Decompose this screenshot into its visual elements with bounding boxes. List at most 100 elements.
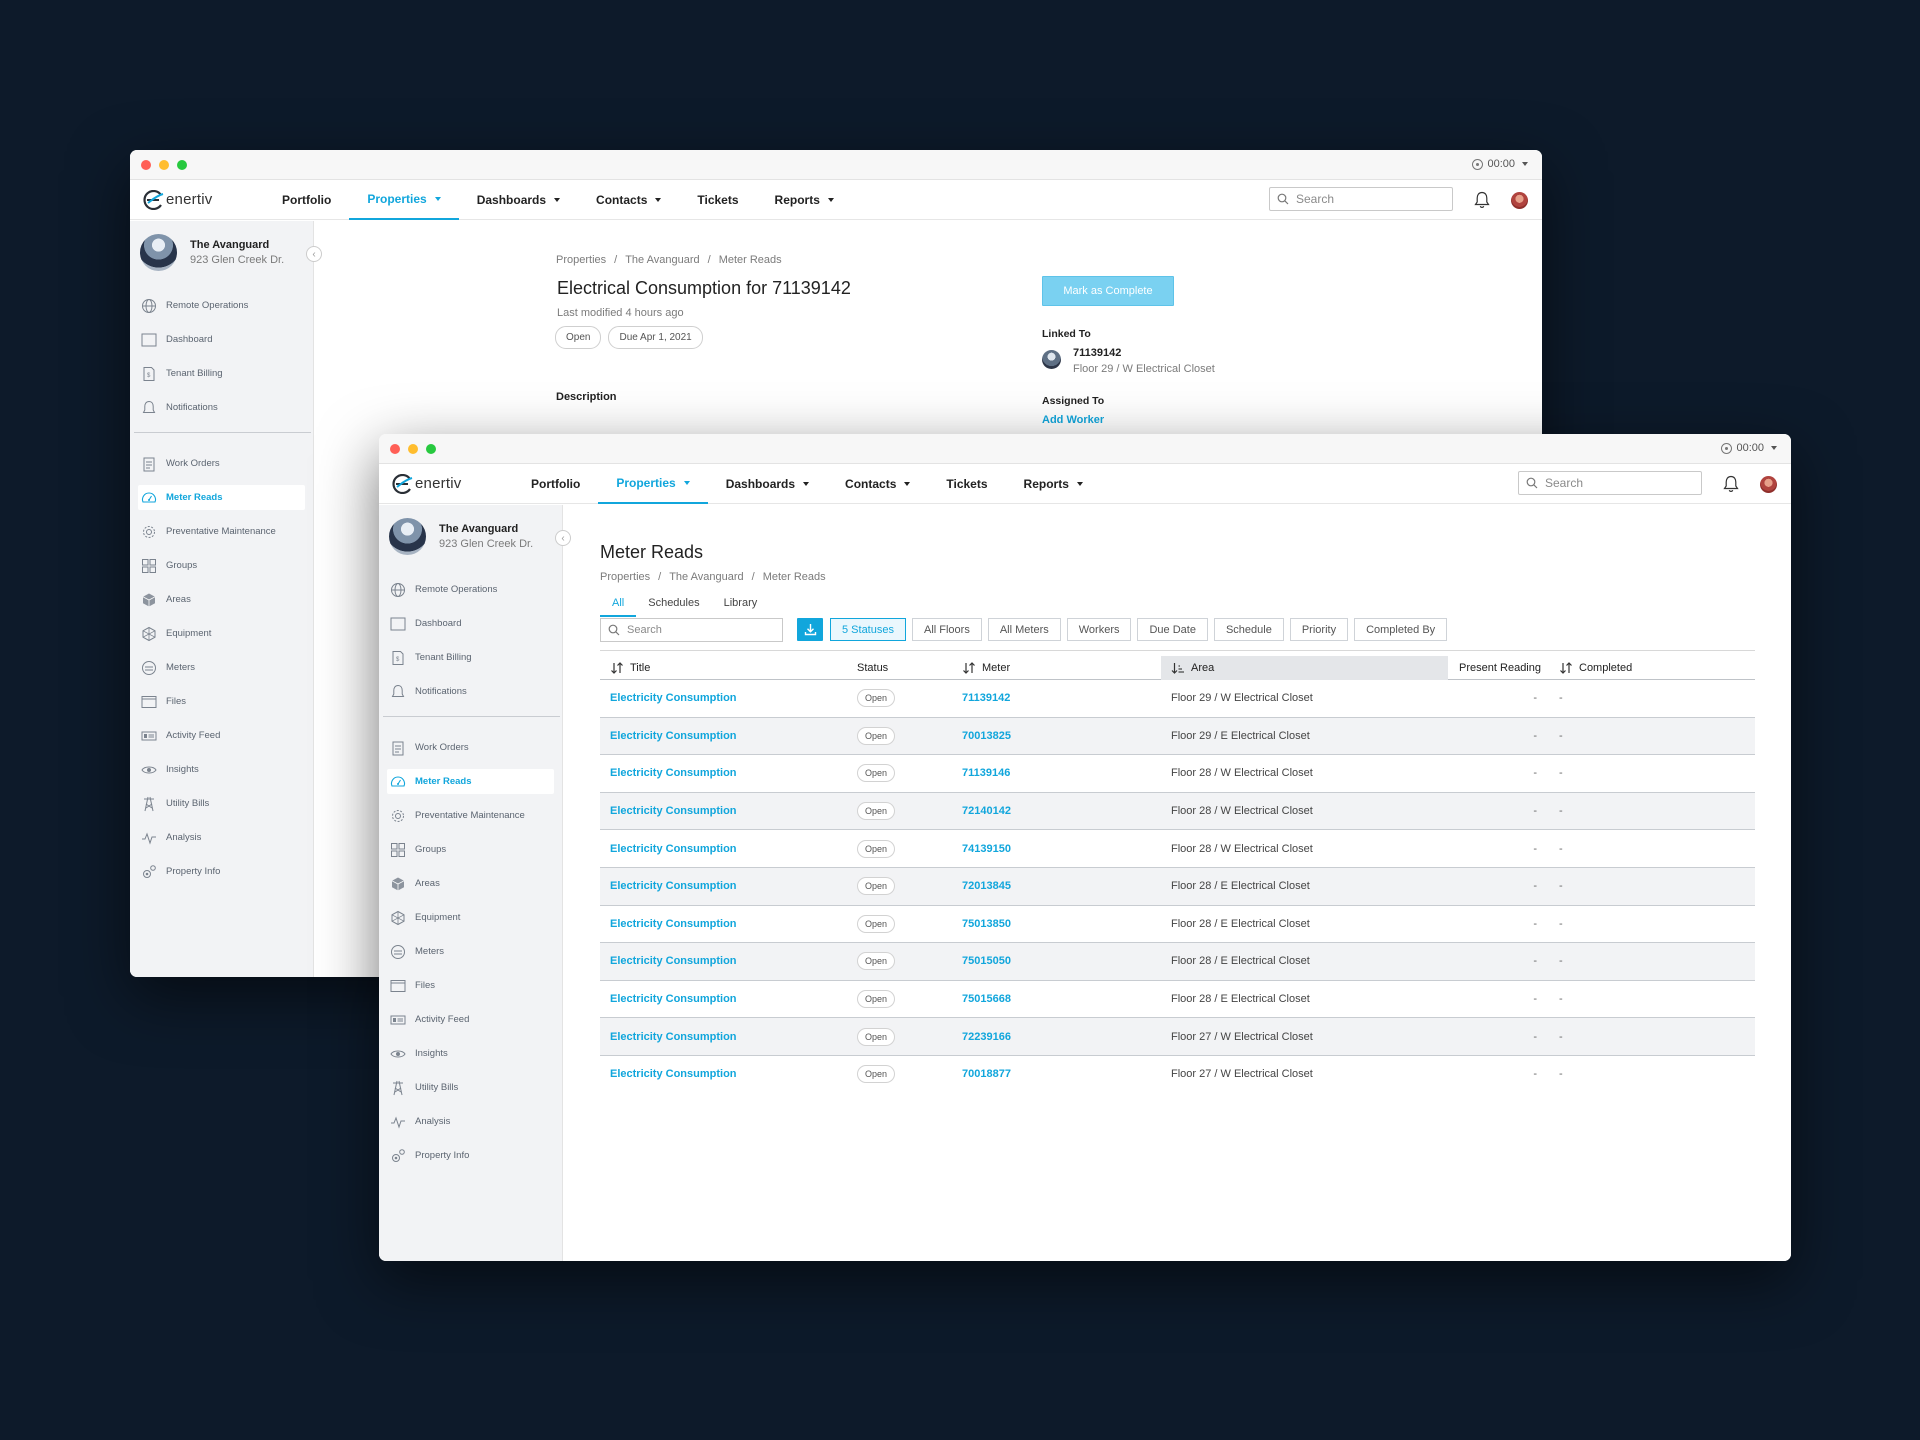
search-input[interactable] xyxy=(627,623,767,636)
filter-statuses[interactable]: 5 Statuses xyxy=(830,618,906,641)
nav-dashboards[interactable]: Dashboards xyxy=(708,464,827,504)
due-date-badge[interactable]: Due Apr 1, 2021 xyxy=(608,326,703,349)
nav-reports[interactable]: Reports xyxy=(757,180,852,220)
sidebar-item-analysis[interactable]: Analysis xyxy=(138,825,305,850)
close-window-button[interactable] xyxy=(141,160,151,170)
sidebar-item-areas[interactable]: Areas xyxy=(138,587,305,612)
recorder-indicator[interactable]: 00:00 xyxy=(1472,158,1528,170)
filter-schedule[interactable]: Schedule xyxy=(1213,618,1284,641)
nav-contacts[interactable]: Contacts xyxy=(578,180,679,220)
meter-cell[interactable]: 70013825 xyxy=(962,729,1011,742)
sidebar-item-work-orders[interactable]: Work Orders xyxy=(387,735,554,760)
user-avatar[interactable] xyxy=(1760,476,1777,493)
filter-priority[interactable]: Priority xyxy=(1289,618,1349,641)
notifications-bell-icon[interactable] xyxy=(1474,191,1490,209)
nav-properties[interactable]: Properties xyxy=(349,180,459,220)
column-completed[interactable]: Completed xyxy=(1549,656,1755,680)
tab-library[interactable]: Library xyxy=(723,597,758,609)
sidebar-item-files[interactable]: Files xyxy=(138,689,305,714)
title-cell[interactable]: Electricity Consumption xyxy=(610,880,737,893)
user-avatar[interactable] xyxy=(1511,192,1528,209)
meter-cell[interactable]: 72239166 xyxy=(962,1030,1011,1043)
title-cell[interactable]: Electricity Consumption xyxy=(610,1068,737,1081)
breadcrumb-item[interactable]: Meter Reads xyxy=(762,571,826,583)
global-search[interactable] xyxy=(1269,187,1453,211)
minimize-window-button[interactable] xyxy=(159,160,169,170)
sidebar-item-dashboard[interactable]: Dashboard xyxy=(387,611,554,636)
sidebar-item-work-orders[interactable]: Work Orders xyxy=(138,451,305,476)
breadcrumb-item[interactable]: The Avanguard xyxy=(625,254,700,266)
column-status[interactable]: Status xyxy=(847,656,952,680)
meter-cell[interactable]: 72013845 xyxy=(962,880,1011,893)
table-row[interactable]: Electricity Consumption Open 75015050 Floor… xyxy=(600,943,1755,981)
table-row[interactable]: Electricity Consumption Open 75013850 Floor… xyxy=(600,906,1755,944)
sidebar-item-property-info[interactable]: Property Info xyxy=(387,1143,554,1168)
sidebar-item-equipment[interactable]: Equipment xyxy=(387,905,554,930)
title-cell[interactable]: Electricity Consumption xyxy=(610,767,737,780)
meter-cell[interactable]: 74139150 xyxy=(962,842,1011,855)
sidebar-item-property-info[interactable]: Property Info xyxy=(138,859,305,884)
sidebar-item-equipment[interactable]: Equipment xyxy=(138,621,305,646)
nav-portfolio[interactable]: Portfolio xyxy=(513,464,598,504)
title-cell[interactable]: Electricity Consumption xyxy=(610,917,737,930)
breadcrumb-item[interactable]: Properties xyxy=(600,571,651,583)
maximize-window-button[interactable] xyxy=(177,160,187,170)
meter-cell[interactable]: 71139142 xyxy=(962,692,1011,705)
sidebar-item-groups[interactable]: Groups xyxy=(387,837,554,862)
minimize-window-button[interactable] xyxy=(408,444,418,454)
title-cell[interactable]: Electricity Consumption xyxy=(610,842,737,855)
sidebar-item-meter-reads[interactable]: Meter Reads xyxy=(138,485,305,510)
nav-tickets[interactable]: Tickets xyxy=(679,180,756,220)
table-row[interactable]: Electricity Consumption Open 72239166 Floor… xyxy=(600,1018,1755,1056)
table-row[interactable]: Electricity Consumption Open 71139146 Floor… xyxy=(600,755,1755,793)
nav-tickets[interactable]: Tickets xyxy=(928,464,1005,504)
table-row[interactable]: Electricity Consumption Open 74139150 Floor… xyxy=(600,830,1755,868)
title-cell[interactable]: Electricity Consumption xyxy=(610,805,737,818)
sidebar-item-dashboard[interactable]: Dashboard xyxy=(138,327,305,352)
sidebar-item-meters[interactable]: Meters xyxy=(387,939,554,964)
breadcrumb-item[interactable]: Meter Reads xyxy=(718,254,782,266)
enertiv-logo[interactable]: enertiv xyxy=(391,473,503,494)
filter-workers[interactable]: Workers xyxy=(1066,618,1132,641)
close-window-button[interactable] xyxy=(390,444,400,454)
sidebar-item-meter-reads[interactable]: Meter Reads xyxy=(387,769,554,794)
maximize-window-button[interactable] xyxy=(426,444,436,454)
table-row[interactable]: Electricity Consumption Open 72140142 Floor… xyxy=(600,792,1755,831)
sidebar-item-areas[interactable]: Areas xyxy=(387,871,554,896)
collapse-sidebar-button[interactable]: ‹ xyxy=(555,530,571,546)
column-meter[interactable]: Meter xyxy=(952,656,1161,680)
sidebar-item-activity-feed[interactable]: Activity Feed xyxy=(138,723,305,748)
table-row[interactable]: Electricity Consumption Open 71139142 Floor… xyxy=(600,680,1755,718)
filter-floors[interactable]: All Floors xyxy=(911,618,982,641)
meter-cell[interactable]: 71139146 xyxy=(962,767,1011,780)
sidebar-item-groups[interactable]: Groups xyxy=(138,553,305,578)
breadcrumb-item[interactable]: Properties xyxy=(556,254,607,266)
nav-contacts[interactable]: Contacts xyxy=(827,464,928,504)
sidebar-item-analysis[interactable]: Analysis xyxy=(387,1109,554,1134)
sidebar-item-insights[interactable]: Insights xyxy=(138,757,305,782)
filter-meters[interactable]: All Meters xyxy=(987,618,1061,641)
breadcrumb-item[interactable]: The Avanguard xyxy=(669,571,744,583)
meter-cell[interactable]: 70018877 xyxy=(962,1068,1011,1081)
title-cell[interactable]: Electricity Consumption xyxy=(610,692,737,705)
title-cell[interactable]: Electricity Consumption xyxy=(610,1030,737,1043)
linked-meter[interactable]: 71139142 Floor 29 / W Electrical Closet xyxy=(1042,347,1215,375)
add-worker-link[interactable]: Add Worker xyxy=(1042,414,1105,426)
title-cell[interactable]: Electricity Consumption xyxy=(610,955,737,968)
nav-properties[interactable]: Properties xyxy=(598,464,708,504)
sidebar-item-remote-operations[interactable]: Remote Operations xyxy=(387,577,554,602)
meter-cell[interactable]: 72140142 xyxy=(962,805,1011,818)
sidebar-item-utility-bills[interactable]: Utility Bills xyxy=(387,1075,554,1100)
meter-cell[interactable]: 75013850 xyxy=(962,917,1011,930)
table-row[interactable]: Electricity Consumption Open 75015668 Floor… xyxy=(600,981,1755,1019)
sidebar-item-notifications[interactable]: Notifications xyxy=(387,679,554,704)
notifications-bell-icon[interactable] xyxy=(1723,475,1739,493)
sidebar-item-preventative-maintenance[interactable]: Preventative Maintenance xyxy=(138,519,305,544)
sidebar-item-insights[interactable]: Insights xyxy=(387,1041,554,1066)
column-present-reading[interactable]: Present Reading xyxy=(1448,656,1549,680)
sidebar-item-notifications[interactable]: Notifications xyxy=(138,395,305,420)
property-header[interactable]: The Avanguard 923 Glen Creek Dr. xyxy=(130,221,313,283)
filter-completed-by[interactable]: Completed By xyxy=(1354,618,1448,641)
tab-all[interactable]: All xyxy=(600,591,637,617)
nav-portfolio[interactable]: Portfolio xyxy=(264,180,349,220)
